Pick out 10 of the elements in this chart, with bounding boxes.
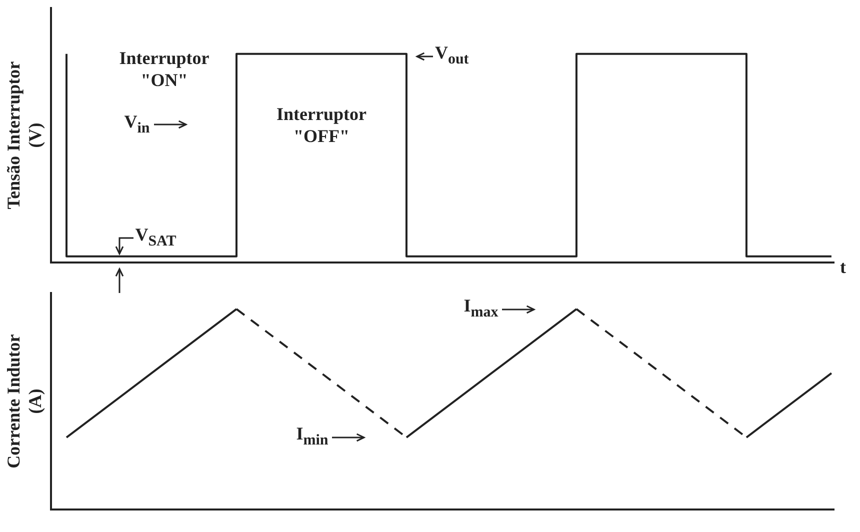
annotation: Interruptor "OFF" xyxy=(276,102,366,147)
y-axis-title: Corrente Indutor (A) xyxy=(3,334,46,468)
x-axis-title: t xyxy=(840,256,846,278)
annotation: V$_{in}$ xyxy=(124,110,150,138)
annotation: I$_{min}$ xyxy=(296,423,328,451)
y-axis-title: Tensão Interruptor (V) xyxy=(3,61,46,210)
annotation: V$_{SAT}$ xyxy=(135,223,176,251)
annotation: Interruptor "ON" xyxy=(119,46,210,91)
annotation: I$_{max}$ xyxy=(464,294,498,322)
annotation: V$_{out}$ xyxy=(434,42,469,70)
